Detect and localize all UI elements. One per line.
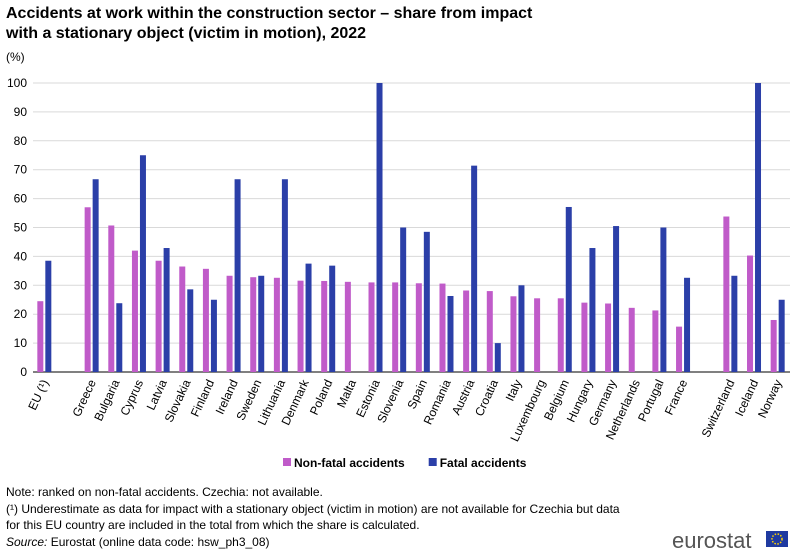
bar [755,83,762,372]
bar [423,231,430,372]
bar [131,250,138,372]
bar [187,289,194,372]
bar [400,227,407,372]
bar [305,263,312,372]
bar [565,206,572,372]
bar [534,298,541,372]
legend-label: Non-fatal accidents [294,456,405,470]
bar [297,280,304,372]
bar [376,83,383,372]
source-label: Source: [6,535,47,549]
y-tick-label: 30 [14,278,28,292]
chart-title: Accidents at work within the constructio… [6,5,533,22]
legend-swatch [428,458,437,466]
bar [250,277,257,372]
legend: Non-fatal accidents Fatal accidents [283,456,527,470]
source: Source: Eurostat (online data code: hsw_… [6,535,270,549]
bar [210,299,217,372]
bar [684,277,691,372]
y-tick-label: 50 [14,221,28,235]
y-tick-label: 70 [14,163,28,177]
bar [155,260,162,372]
bar [731,275,738,372]
bar [179,266,186,372]
bar [415,283,422,372]
eu-flag [766,531,788,547]
bar [747,255,754,372]
bar [84,207,91,372]
y-tick-label: 20 [14,307,28,321]
bar [45,260,52,372]
bar [226,275,233,372]
eu-stars [771,533,783,545]
logo: eurostat [672,528,752,553]
bar [471,165,478,372]
bar [589,248,596,372]
bar [439,283,446,372]
bar [116,303,123,372]
bar [463,290,470,372]
bar [652,310,659,372]
bar [273,277,280,372]
bar [557,298,564,372]
bar [605,303,612,372]
bar [234,179,241,372]
note: for this EU country are included in the … [6,518,420,532]
bar [676,326,683,372]
bar [258,275,265,372]
bar [163,248,170,372]
bar [202,268,209,372]
bar [581,302,588,372]
bar [447,295,454,372]
x-tick-label: Switzerland [699,377,738,439]
chart-title: with a stationary object (victim in moti… [5,25,366,42]
bar [92,179,99,372]
bar [770,319,777,372]
legend-label: Fatal accidents [440,456,527,470]
bar [660,227,667,372]
bar [494,343,501,372]
x-tick-label: Italy [503,377,525,403]
note: Note: ranked on non-fatal accidents. Cze… [6,485,323,499]
bar [368,282,375,372]
x-tick-label: EU (¹) [25,377,51,412]
bar [321,280,328,372]
source-text: Eurostat (online data code: hsw_ph3_08) [51,535,270,549]
legend-swatch [283,458,291,466]
x-tick-label: Malta [334,377,359,410]
y-tick-label: 60 [14,192,28,206]
bar [628,307,635,372]
bar [281,179,288,372]
y-tick-label: 0 [20,365,27,379]
note: (¹) Underestimate as data for impact wit… [6,502,620,516]
y-tick-label: 90 [14,105,28,119]
bar [518,285,525,372]
bar [329,265,336,372]
y-tick-label: 80 [14,134,28,148]
bar [37,301,44,372]
bar [510,296,517,372]
bar [613,226,620,372]
bar [723,216,730,372]
y-tick-label: 100 [7,76,27,90]
y-tick-label: 10 [14,336,28,350]
bar [778,299,785,372]
y-tick-label: 40 [14,249,28,263]
unit-label: (%) [6,50,25,64]
x-tick-label: Spain [404,377,430,411]
bar [108,225,115,372]
bar [139,155,146,372]
bar [392,282,399,372]
bar [344,281,351,372]
bar [486,291,493,372]
